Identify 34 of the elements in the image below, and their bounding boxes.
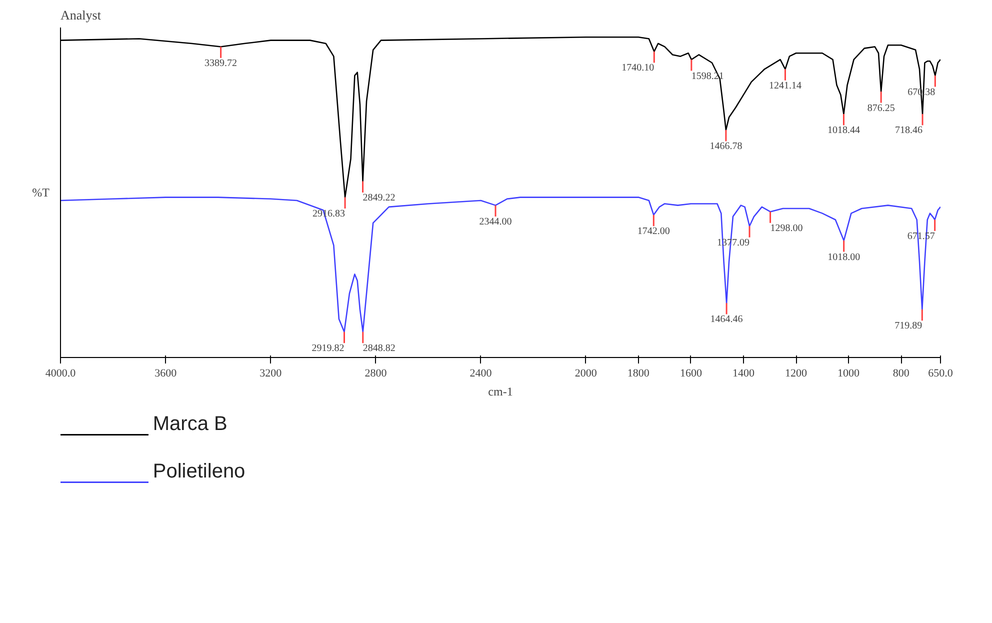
- x-tick-label: 3600: [154, 368, 178, 380]
- annotation: 876.25: [867, 102, 895, 114]
- x-tick-label: 1000: [838, 368, 860, 380]
- x-tick-label: 1800: [627, 368, 650, 380]
- annotation: 1298.00: [770, 222, 803, 234]
- annotation: 1464.46: [710, 314, 743, 326]
- annotation: 2919.82: [312, 343, 344, 354]
- x-axis-title: cm-1: [488, 384, 513, 398]
- annotation: 1018.44: [827, 125, 860, 136]
- annotation: 1740.10: [622, 62, 654, 74]
- x-tick-label: 800: [892, 368, 910, 380]
- annotation: 2848.82: [362, 343, 396, 354]
- x-tick-label: 3200: [260, 368, 282, 380]
- x-tick-label: 2400: [470, 368, 492, 380]
- x-tick-label: 2800: [364, 368, 388, 380]
- legend-label: Marca B: [152, 412, 228, 435]
- x-tick-label: 650.0: [928, 368, 954, 380]
- y-axis-title: %T: [32, 186, 50, 200]
- x-tick-label: 1400: [732, 368, 755, 380]
- annotation: 1241.14: [768, 80, 802, 92]
- x-tick-label: 1600: [680, 368, 702, 380]
- legend-label: Polietileno: [152, 460, 246, 482]
- annotation: 1742.00: [637, 226, 670, 238]
- annotation: 1018.00: [828, 252, 860, 263]
- annotation: 2849.22: [362, 192, 396, 204]
- chart-title: Analyst: [60, 8, 102, 22]
- x-tick-label: 4000.0: [45, 368, 76, 380]
- annotation: 1466.78: [710, 141, 742, 152]
- x-tick-label: 2000: [574, 368, 598, 380]
- annotation: 2344.00: [479, 216, 512, 228]
- annotation: 718.46: [895, 125, 923, 136]
- x-tick-label: 1200: [785, 368, 808, 380]
- annotation: 719.89: [894, 320, 922, 332]
- annotation: 3389.72: [204, 58, 238, 69]
